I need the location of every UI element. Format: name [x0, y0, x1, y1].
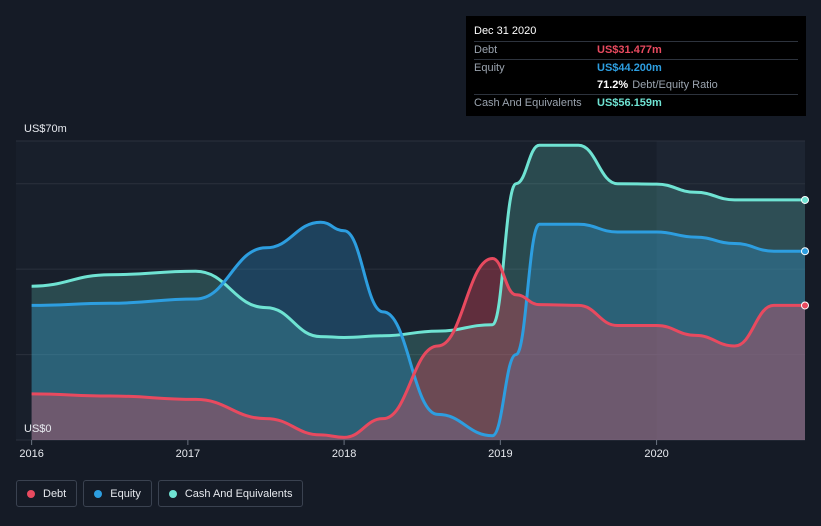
gridlines: [16, 140, 805, 441]
legend-item-cash[interactable]: Cash And Equivalents: [157, 480, 304, 507]
tooltip-equity-label: Equity: [474, 62, 505, 74]
tooltip-cash-label: Cash And Equivalents: [474, 97, 582, 109]
legend-cash-label: Cash And Equivalents: [184, 487, 293, 500]
legend-equity-label: Equity: [110, 487, 141, 500]
equity-line: [31, 220, 805, 438]
debt-endpoint-marker[interactable]: [801, 301, 809, 310]
tooltip-equity-row: Equity US$44.200m: [474, 60, 798, 77]
equity-endpoint-marker[interactable]: [801, 247, 809, 256]
legend-item-equity[interactable]: Equity: [83, 480, 152, 507]
legend-debt-label: Debt: [43, 487, 67, 500]
debt-area: [31, 258, 806, 440]
x-tick-label: 2020: [644, 448, 668, 460]
x-tick-label: 2019: [488, 448, 512, 460]
y-axis-min-label: US$0: [24, 423, 52, 435]
cash-endpoint-marker[interactable]: [801, 195, 809, 204]
series-lines: [31, 143, 805, 439]
cash-dot-icon: [168, 489, 177, 498]
tooltip-date: Dec 31 2020: [474, 22, 798, 42]
tooltip-cash-value: US$56.159m: [597, 97, 662, 109]
legend: Debt Equity Cash And Equivalents: [16, 480, 304, 507]
tooltip-debt-label: Debt: [474, 44, 498, 56]
tooltip-ratio-value: 71.2%: [597, 79, 629, 91]
debt-line: [31, 257, 805, 439]
x-tick-label: 2018: [332, 448, 356, 460]
x-tick-label: 2017: [176, 448, 200, 460]
y-axis-max-label: US$70m: [24, 123, 67, 135]
series-endpoints: [801, 195, 809, 310]
cash-line: [31, 143, 805, 339]
x-tick-label: 2016: [19, 448, 43, 460]
tooltip: Dec 31 2020 Debt US$31.477m Equity US$44…: [466, 16, 806, 116]
tooltip-cash-row: Cash And Equivalents US$56.159m: [474, 95, 798, 112]
tooltip-ratio-label: Debt/Equity Ratio: [632, 79, 718, 91]
series-areas: [31, 145, 806, 441]
cash-area: [31, 145, 806, 441]
tooltip-debt-value: US$31.477m: [597, 44, 662, 56]
equity-area: [31, 222, 806, 440]
legend-item-debt[interactable]: Debt: [16, 480, 78, 507]
tooltip-debt-row: Debt US$31.477m: [474, 42, 798, 60]
x-axis-ticks: 2016 2017 2018 2019 2020: [19, 440, 669, 460]
tooltip-ratio-row: 71.2% Debt/Equity Ratio: [474, 77, 798, 95]
tooltip-equity-value: US$44.200m: [597, 62, 662, 74]
equity-dot-icon: [94, 489, 103, 498]
debt-dot-icon: [27, 489, 35, 498]
